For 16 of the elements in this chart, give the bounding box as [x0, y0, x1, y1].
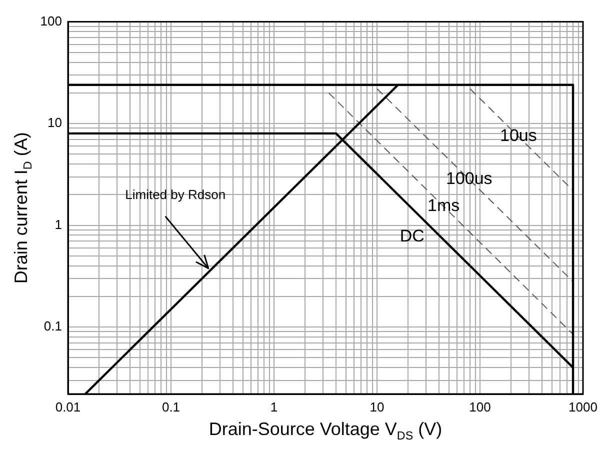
series-label: 10us	[500, 126, 537, 146]
series-label: 100us	[446, 169, 492, 188]
series-label: DC	[400, 226, 424, 246]
y-axis-title: Drain current ID (A)	[10, 132, 35, 284]
y-tick-label: 0.1	[44, 318, 62, 334]
x-tick-label: 0.01	[55, 399, 81, 414]
y-tick-label: 1	[54, 216, 62, 232]
y-tick-label: 100	[40, 13, 62, 28]
text: Limited by Rdson	[125, 186, 226, 202]
x-tick-label: 10	[370, 399, 384, 414]
x-tick-label: 1000	[568, 399, 598, 414]
x-tick-label: 100	[469, 399, 491, 414]
x-tick-label: 1	[270, 399, 278, 414]
x-tick-label: 0.1	[162, 399, 180, 414]
y-tick-label: 10	[48, 115, 62, 130]
series-label: 1ms	[427, 196, 460, 216]
